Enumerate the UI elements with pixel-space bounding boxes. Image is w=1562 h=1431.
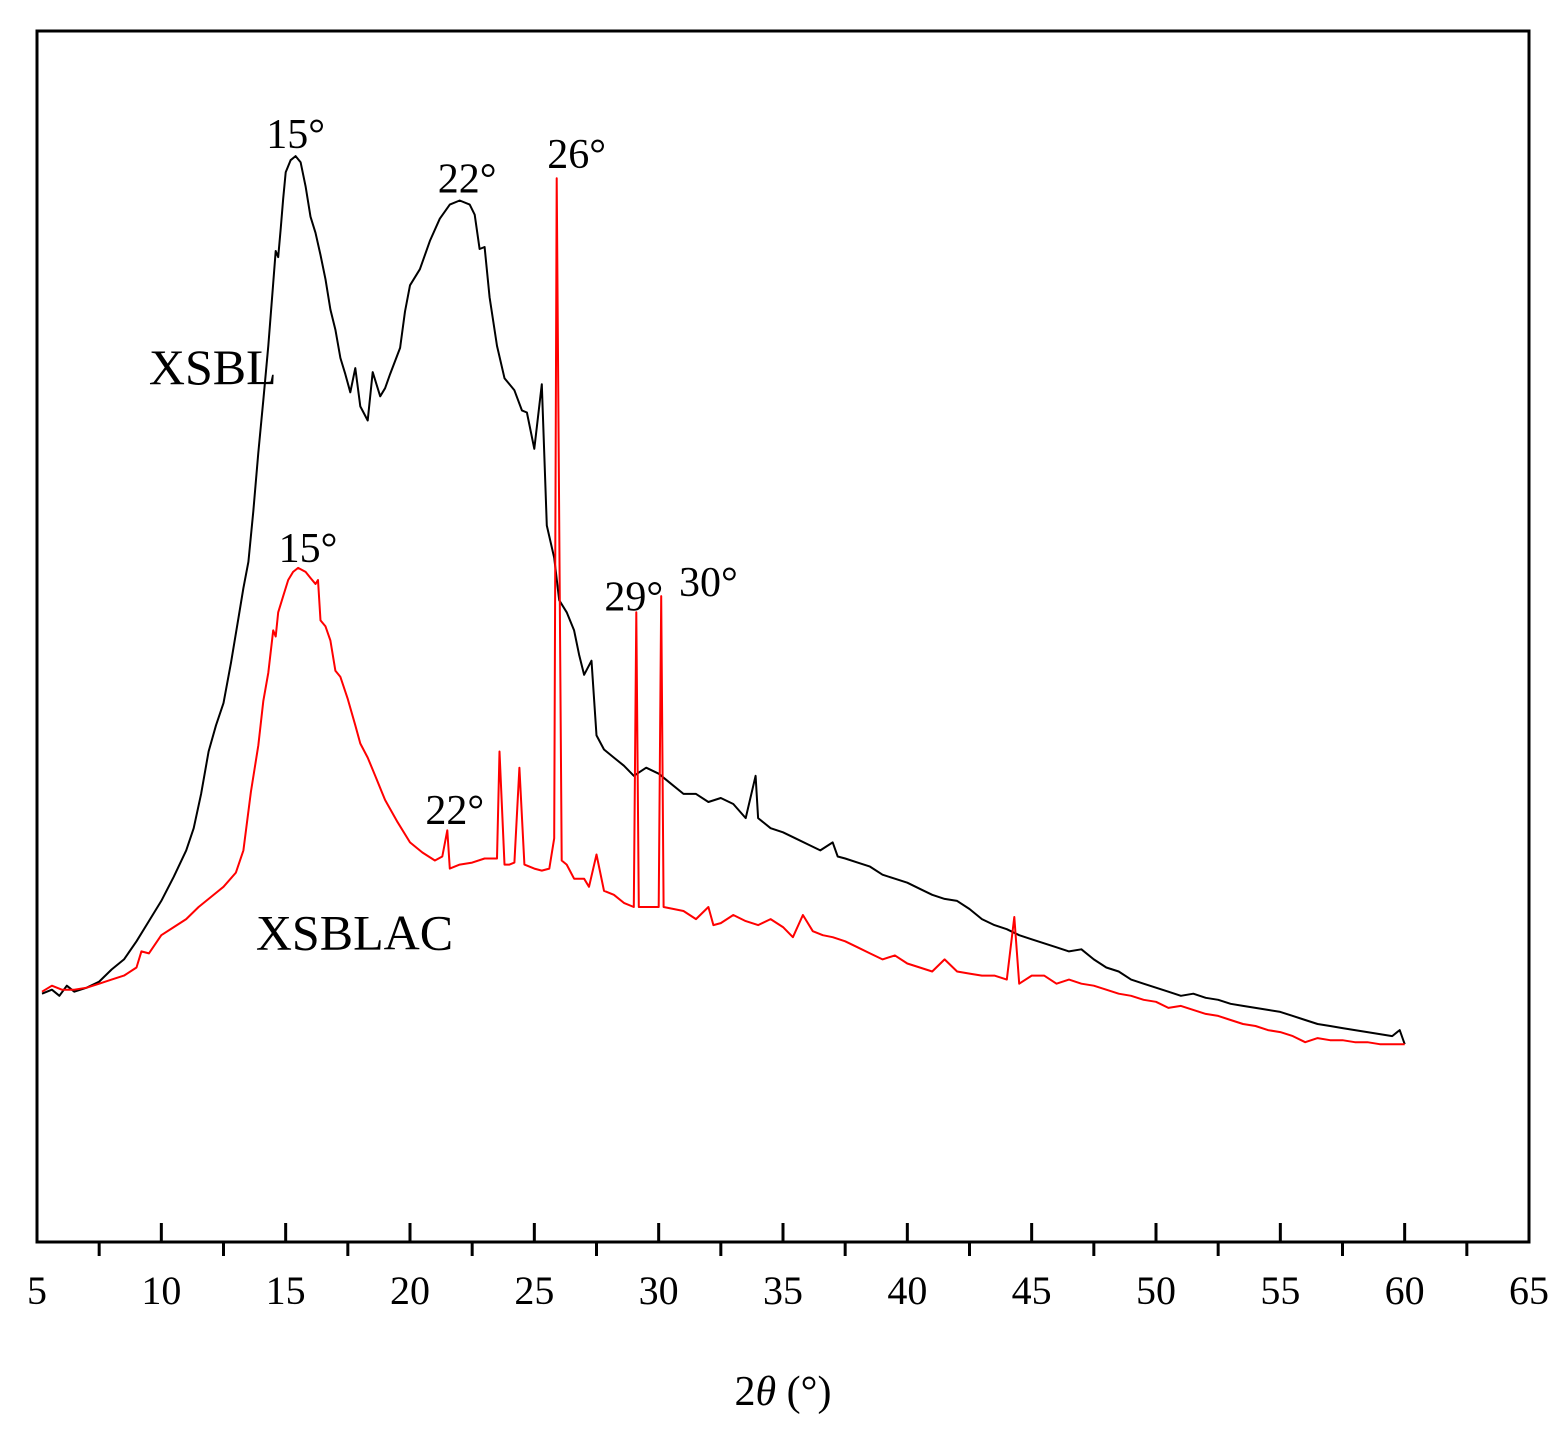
series-line-xsblac xyxy=(41,177,1405,1046)
x-tick-label-15: 15 xyxy=(266,1268,306,1313)
peak-annotation: 22° xyxy=(438,156,497,202)
plot-frame xyxy=(35,29,1531,1244)
x-tick-label-5: 5 xyxy=(27,1268,47,1313)
x-tick-label-50: 50 xyxy=(1136,1268,1176,1313)
x-tick-labels: 5 10 15 20 25 30 35 40 45 50 55 60 65 xyxy=(27,1268,1549,1313)
x-tick-label-65: 65 xyxy=(1509,1268,1549,1313)
series-labels: XSBL XSBLAC xyxy=(149,339,453,960)
x-axis-title-suffix: (°) xyxy=(776,1369,831,1415)
x-minor-ticks xyxy=(97,1242,1469,1256)
x-tick-label-20: 20 xyxy=(390,1268,430,1313)
x-tick-label-55: 55 xyxy=(1260,1268,1300,1313)
x-tick-label-35: 35 xyxy=(763,1268,803,1313)
peak-annotation: 15° xyxy=(279,526,338,572)
peak-annotation: 30° xyxy=(679,560,738,606)
series-label-xsbl: XSBL xyxy=(149,339,277,395)
x-tick-label-30: 30 xyxy=(639,1268,679,1313)
series-label-xsblac: XSBLAC xyxy=(256,904,453,960)
x-axis-title-prefix: 2 xyxy=(735,1369,756,1415)
x-tick-label-25: 25 xyxy=(514,1268,554,1313)
peak-annotation: 26° xyxy=(547,132,606,178)
peak-annotation: 22° xyxy=(425,788,484,834)
x-major-ticks xyxy=(35,1223,1531,1242)
peak-annotations: 15° 22° 26° 15° 29° 30° 22° xyxy=(266,112,738,834)
x-tick-label-45: 45 xyxy=(1012,1268,1052,1313)
x-tick-label-10: 10 xyxy=(141,1268,181,1313)
x-tick-label-60: 60 xyxy=(1385,1268,1425,1313)
peak-annotation: 15° xyxy=(266,112,325,158)
series-lines xyxy=(41,155,1406,1046)
x-axis-title-symbol: θ xyxy=(756,1369,777,1415)
peak-annotation: 29° xyxy=(604,574,663,620)
x-axis-title: 2θ (°) xyxy=(735,1369,832,1415)
x-tick-label-40: 40 xyxy=(887,1268,927,1313)
